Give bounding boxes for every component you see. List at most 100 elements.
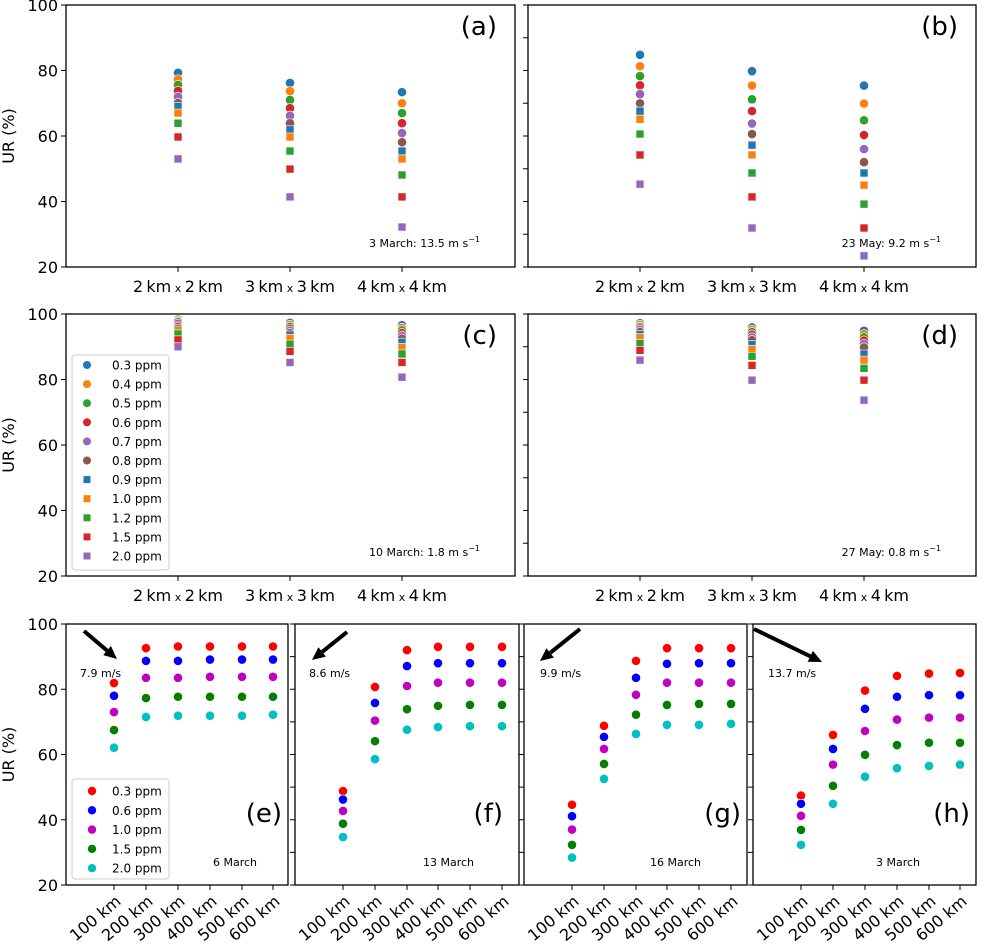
legend-marker [83,437,91,446]
panel-label: (f) [474,799,503,829]
data-point [955,690,965,701]
data-point [338,794,348,805]
y-tick-label: 80 [38,371,58,390]
y-tick-label: 40 [38,502,58,521]
data-point [955,668,965,678]
legend-marker [87,806,97,815]
data-point [237,654,247,665]
data-point [397,349,407,359]
data-point [828,798,838,809]
data-point [141,672,151,683]
data-point [141,693,151,703]
data-point [402,681,412,691]
legend-marker [83,418,91,427]
data-point [109,725,119,735]
data-point [635,61,645,72]
data-point [465,721,475,732]
data-point [433,700,443,711]
data-point [796,798,806,809]
x-tick-label: 4 km x 4 km [357,586,447,605]
legend-label: 0.6 ppm [112,416,162,430]
data-point [237,710,247,721]
y-tick-label: 20 [38,258,58,277]
case-annotation: 16 March [650,856,701,869]
data-point [567,799,577,810]
legend-marker [83,361,91,369]
data-point [694,699,704,709]
data-point [662,700,672,710]
data-point [402,704,412,715]
case-annotation: 23 May: 9.2 m s−1 [842,235,941,250]
y-tick-label: 100 [27,0,58,15]
data-point [859,168,869,178]
legend-box [71,354,170,571]
data-point [747,129,757,139]
data-point [109,742,119,753]
data-point [205,671,215,682]
panel-a: 20 40 60 80 100 UR (%) 2 km x 2 km 3 km x 3 km 4… [0,0,516,296]
data-point [237,671,247,682]
data-point [860,703,870,714]
data-point [796,790,806,801]
data-point [173,710,183,721]
data-point [465,700,475,710]
data-point [285,347,295,356]
data-point [397,137,407,148]
data-point [465,641,475,652]
data-point [370,736,380,747]
data-point [397,192,407,202]
y-tick-label: 20 [38,876,58,895]
data-point [635,106,645,116]
data-point [567,811,577,822]
legend-label: 0.3 ppm [112,359,162,373]
case-annotation: 6 March [213,856,257,869]
data-point [397,372,407,382]
data-point [859,130,869,140]
y-tick-label: 20 [38,567,58,586]
data-point [747,94,757,105]
data-point [141,655,151,666]
data-point [370,754,380,764]
legend-marker [87,786,97,796]
data-point [726,643,736,654]
data-point [694,677,704,688]
wind-arrow-head-icon [103,646,117,659]
legend-label: 0.9 ppm [112,473,162,487]
y-tick-label: 40 [38,811,58,830]
data-point [662,677,672,688]
data-point [285,125,295,135]
data-point [955,737,965,748]
x-tick-label: 4 km x 4 km [819,277,909,296]
data-point [955,712,965,723]
data-point [747,361,757,370]
y-tick-label: 80 [38,62,58,81]
data-point [433,677,443,688]
panel-b: 2 km x 2 km 3 km x 3 km 4 km x 4 km (b) 23 M… [523,4,977,296]
data-point [635,80,645,91]
y-tick-label: 60 [38,746,58,765]
data-point [599,731,609,742]
data-point [631,689,641,700]
data-point [860,749,870,760]
data-point [747,80,757,91]
data-point [397,154,407,164]
data-point [955,759,965,770]
case-annotation: 27 May: 0.8 m s−1 [842,544,941,559]
case-annotation: 10 March: 1.8 m s−1 [369,544,480,559]
y-tick-label: 40 [38,193,58,212]
data-point [285,78,295,88]
data-point [268,709,278,720]
data-point [828,730,838,740]
data-point [173,108,183,118]
data-point [237,691,247,702]
case-annotation: 3 March [876,856,920,869]
data-point [285,164,295,174]
data-point [859,223,869,233]
data-point [924,668,934,679]
legend-marker [87,844,97,854]
data-point [859,115,869,126]
data-point [828,759,838,770]
